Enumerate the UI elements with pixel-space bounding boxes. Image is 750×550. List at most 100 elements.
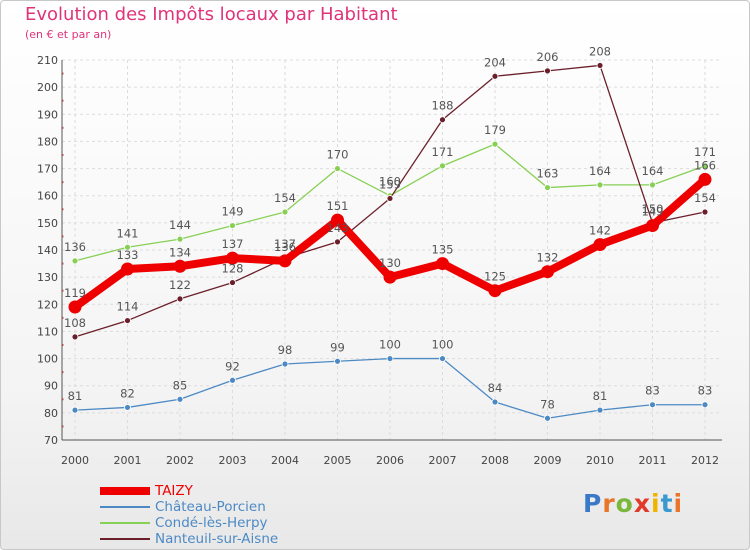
data-point <box>649 181 656 189</box>
data-point <box>281 360 289 368</box>
y-tick-label: 100 <box>37 353 58 366</box>
data-label: 82 <box>120 386 135 400</box>
data-label: 179 <box>484 123 506 137</box>
legend-swatch-taizy <box>100 487 150 495</box>
data-label: 142 <box>589 224 611 238</box>
data-label: 163 <box>537 167 559 181</box>
data-label: 141 <box>117 226 139 240</box>
data-label: 135 <box>432 243 454 257</box>
data-point <box>701 208 709 216</box>
data-point <box>71 406 79 414</box>
data-label: 137 <box>274 237 296 251</box>
legend-item-taizy: TAIZY <box>100 483 400 500</box>
proxiti-logo: Proxiti <box>583 489 683 518</box>
data-label: 206 <box>537 50 559 64</box>
data-label: 137 <box>222 237 244 251</box>
data-label: 85 <box>173 378 188 392</box>
y-tick-label: 120 <box>37 298 58 311</box>
data-point <box>701 162 709 170</box>
data-point <box>124 404 131 411</box>
data-point <box>229 279 236 286</box>
x-tick-label: 2011 <box>639 454 667 467</box>
data-point <box>596 62 604 69</box>
data-point <box>176 235 184 243</box>
data-label: 92 <box>225 359 240 373</box>
data-label: 144 <box>169 218 191 232</box>
data-point <box>68 300 82 314</box>
data-point <box>331 213 344 227</box>
data-point <box>281 208 289 216</box>
data-point <box>649 401 656 409</box>
data-point <box>386 195 394 202</box>
y-tick-label: 210 <box>37 54 58 67</box>
logo-letter: o <box>615 489 634 518</box>
data-point <box>436 257 449 271</box>
data-point <box>541 265 554 279</box>
y-tick-label: 180 <box>37 135 58 148</box>
legend-item-chateau-porcien: Château-Porcien <box>100 499 400 516</box>
x-tick-label: 2010 <box>586 454 614 467</box>
data-label: 99 <box>330 340 345 354</box>
logo-letter: x <box>633 489 651 518</box>
x-tick-label: 2000 <box>61 454 89 467</box>
data-label: 114 <box>117 300 139 314</box>
data-label: 136 <box>64 240 86 254</box>
y-tick-label: 150 <box>37 217 58 230</box>
data-point <box>491 398 499 406</box>
data-labels: 81 82 85 92 98 99 100 100 84 78 81 83 83 136 141 144 149… <box>64 44 716 411</box>
y-tick-label: 110 <box>37 325 58 338</box>
x-tick-label: 2004 <box>271 454 299 467</box>
x-tick-label: 2006 <box>376 454 404 467</box>
y-tick-label: 70 <box>44 434 58 447</box>
data-point <box>491 140 499 148</box>
data-label: 154 <box>274 191 296 205</box>
y-tick-label: 190 <box>37 108 58 121</box>
series-lines <box>68 62 712 422</box>
legend-swatch-conde-les-herpy <box>100 522 150 524</box>
chart-title: Evolution des Impôts locaux par Habitant <box>25 4 398 25</box>
x-tick-label: 2007 <box>429 454 457 467</box>
y-tick-label: 140 <box>37 244 58 257</box>
legend-label-taizy: TAIZY <box>155 483 193 499</box>
data-point <box>176 395 184 403</box>
data-label: 81 <box>593 389 608 403</box>
data-label: 150 <box>642 202 664 216</box>
x-tick-label: 2012 <box>691 454 719 467</box>
data-label: 208 <box>589 44 611 58</box>
data-label: 128 <box>222 262 244 276</box>
data-label: 136 <box>274 240 296 254</box>
data-point <box>124 243 131 251</box>
data-label: 133 <box>117 248 139 262</box>
logo-letter: i <box>651 489 661 518</box>
y-tick-label: 160 <box>37 190 58 203</box>
data-point <box>698 172 712 186</box>
data-label: 125 <box>484 270 506 284</box>
x-tick-label: 2005 <box>324 454 352 467</box>
data-label: 159 <box>379 177 401 191</box>
logo-letter: t <box>660 489 674 518</box>
data-label: 149 <box>642 205 664 219</box>
data-label: 108 <box>64 316 86 330</box>
data-point <box>439 116 446 124</box>
legend-label-chateau-porcien: Château-Porcien <box>155 499 266 515</box>
legend-item-conde-les-herpy: Condé-lès-Herpy <box>100 515 400 532</box>
y-tick-label: 80 <box>44 407 58 420</box>
data-point <box>544 184 551 191</box>
x-tick-label: 2003 <box>219 454 247 467</box>
data-point <box>593 238 607 252</box>
logo-letter: r <box>602 489 616 518</box>
data-label: 132 <box>537 251 559 265</box>
data-label: 171 <box>432 145 454 159</box>
data-point <box>229 222 236 229</box>
data-label: 98 <box>278 343 293 357</box>
data-label: 151 <box>327 199 349 213</box>
data-point <box>173 259 187 273</box>
data-point <box>596 406 604 414</box>
data-label: 78 <box>540 397 555 411</box>
legend-swatch-chateau-porcien <box>100 506 150 508</box>
data-point <box>334 238 341 246</box>
data-label: 130 <box>379 256 401 270</box>
data-point <box>488 284 502 298</box>
data-point <box>334 357 341 365</box>
axes: 7080901001101201301401501601701801902002… <box>37 54 722 467</box>
